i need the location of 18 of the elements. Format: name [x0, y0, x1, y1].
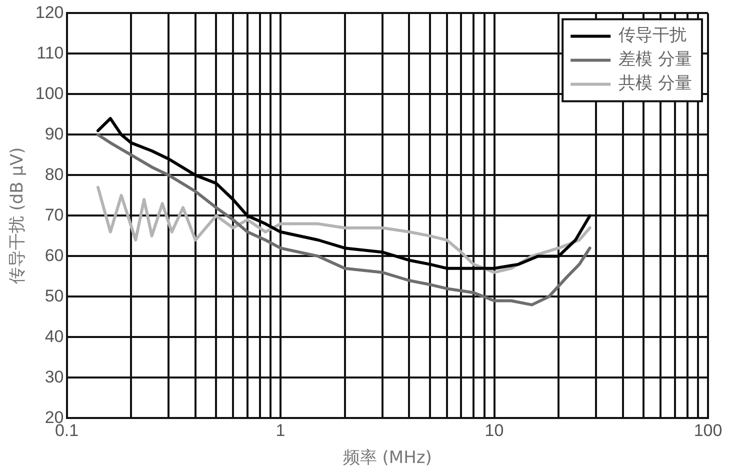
- y-axis-title: 传导干扰 (dB μV): [8, 147, 28, 284]
- y-tick-label: 100: [35, 84, 64, 103]
- y-tick-label: 40: [44, 326, 64, 346]
- y-tick-label: 50: [44, 286, 64, 306]
- x-tick-label: 100: [694, 421, 722, 440]
- y-tick-label: 110: [36, 43, 64, 62]
- legend-label: 共模 分量: [618, 74, 692, 94]
- y-tick-label: 60: [44, 246, 64, 265]
- legend-label: 传导干扰: [618, 26, 687, 46]
- y-tick-label: 30: [44, 367, 64, 386]
- legend-label: 差模 分量: [618, 50, 692, 70]
- x-axis-title: 频率 (MHz): [342, 448, 432, 468]
- y-tick-label: 80: [44, 164, 64, 184]
- y-tick-label: 70: [44, 205, 64, 224]
- x-tick-label: 10: [484, 421, 504, 440]
- x-tick-label: 1: [276, 421, 286, 440]
- y-tick-label: 120: [35, 2, 64, 22]
- y-tick-label: 90: [44, 124, 64, 144]
